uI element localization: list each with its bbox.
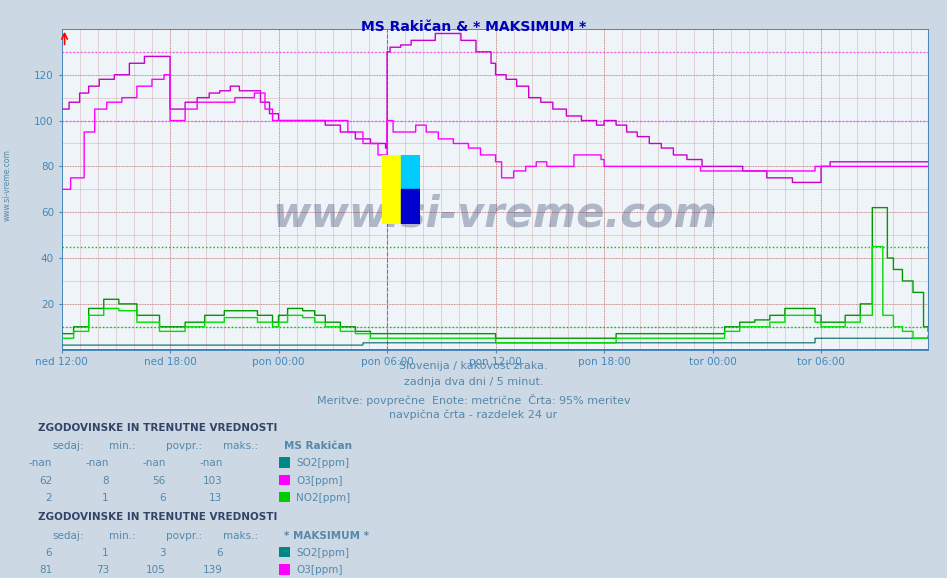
Text: www.si-vreme.com: www.si-vreme.com bbox=[273, 194, 717, 236]
Text: 13: 13 bbox=[209, 493, 223, 503]
Text: 3: 3 bbox=[159, 548, 166, 558]
Text: -nan: -nan bbox=[85, 458, 109, 468]
Text: sedaj:: sedaj: bbox=[52, 441, 83, 451]
Text: 6: 6 bbox=[159, 493, 166, 503]
Text: 2: 2 bbox=[45, 493, 52, 503]
Text: Meritve: povprečne  Enote: metrične  Črta: 95% meritev: Meritve: povprečne Enote: metrične Črta:… bbox=[316, 394, 631, 406]
Text: MS Rakičan: MS Rakičan bbox=[284, 441, 352, 451]
Text: 6: 6 bbox=[216, 548, 223, 558]
Text: zadnja dva dni / 5 minut.: zadnja dva dni / 5 minut. bbox=[403, 377, 544, 387]
Text: -nan: -nan bbox=[199, 458, 223, 468]
Text: sedaj:: sedaj: bbox=[52, 531, 83, 540]
Text: MS Rakičan & * MAKSIMUM *: MS Rakičan & * MAKSIMUM * bbox=[361, 20, 586, 34]
Text: ZGODOVINSKE IN TRENUTNE VREDNOSTI: ZGODOVINSKE IN TRENUTNE VREDNOSTI bbox=[38, 423, 277, 432]
Text: min.:: min.: bbox=[109, 531, 135, 540]
Text: 56: 56 bbox=[152, 476, 166, 486]
Bar bbox=[402, 189, 420, 224]
Text: 73: 73 bbox=[96, 565, 109, 575]
Text: Slovenija / kakovost zraka.: Slovenija / kakovost zraka. bbox=[400, 361, 547, 371]
Text: * MAKSIMUM *: * MAKSIMUM * bbox=[284, 531, 369, 540]
Text: ZGODOVINSKE IN TRENUTNE VREDNOSTI: ZGODOVINSKE IN TRENUTNE VREDNOSTI bbox=[38, 512, 277, 522]
Text: 62: 62 bbox=[39, 476, 52, 486]
Text: O3[ppm]: O3[ppm] bbox=[296, 476, 343, 486]
Text: povpr.:: povpr.: bbox=[166, 441, 202, 451]
Text: www.si-vreme.com: www.si-vreme.com bbox=[3, 149, 12, 221]
Text: -nan: -nan bbox=[142, 458, 166, 468]
Text: NO2[ppm]: NO2[ppm] bbox=[296, 493, 350, 503]
Text: navpična črta - razdelek 24 ur: navpična črta - razdelek 24 ur bbox=[389, 410, 558, 420]
Text: 6: 6 bbox=[45, 548, 52, 558]
Text: 105: 105 bbox=[146, 565, 166, 575]
Bar bbox=[383, 155, 402, 224]
Text: 1: 1 bbox=[102, 548, 109, 558]
Text: 8: 8 bbox=[102, 476, 109, 486]
Text: 1: 1 bbox=[102, 493, 109, 503]
Text: 103: 103 bbox=[203, 476, 223, 486]
Text: SO2[ppm]: SO2[ppm] bbox=[296, 458, 349, 468]
Text: SO2[ppm]: SO2[ppm] bbox=[296, 548, 349, 558]
Bar bbox=[402, 155, 420, 189]
Text: maks.:: maks.: bbox=[223, 531, 258, 540]
Text: 81: 81 bbox=[39, 565, 52, 575]
Text: O3[ppm]: O3[ppm] bbox=[296, 565, 343, 575]
Text: 139: 139 bbox=[203, 565, 223, 575]
Text: povpr.:: povpr.: bbox=[166, 531, 202, 540]
Text: maks.:: maks.: bbox=[223, 441, 258, 451]
Text: -nan: -nan bbox=[28, 458, 52, 468]
Text: min.:: min.: bbox=[109, 441, 135, 451]
